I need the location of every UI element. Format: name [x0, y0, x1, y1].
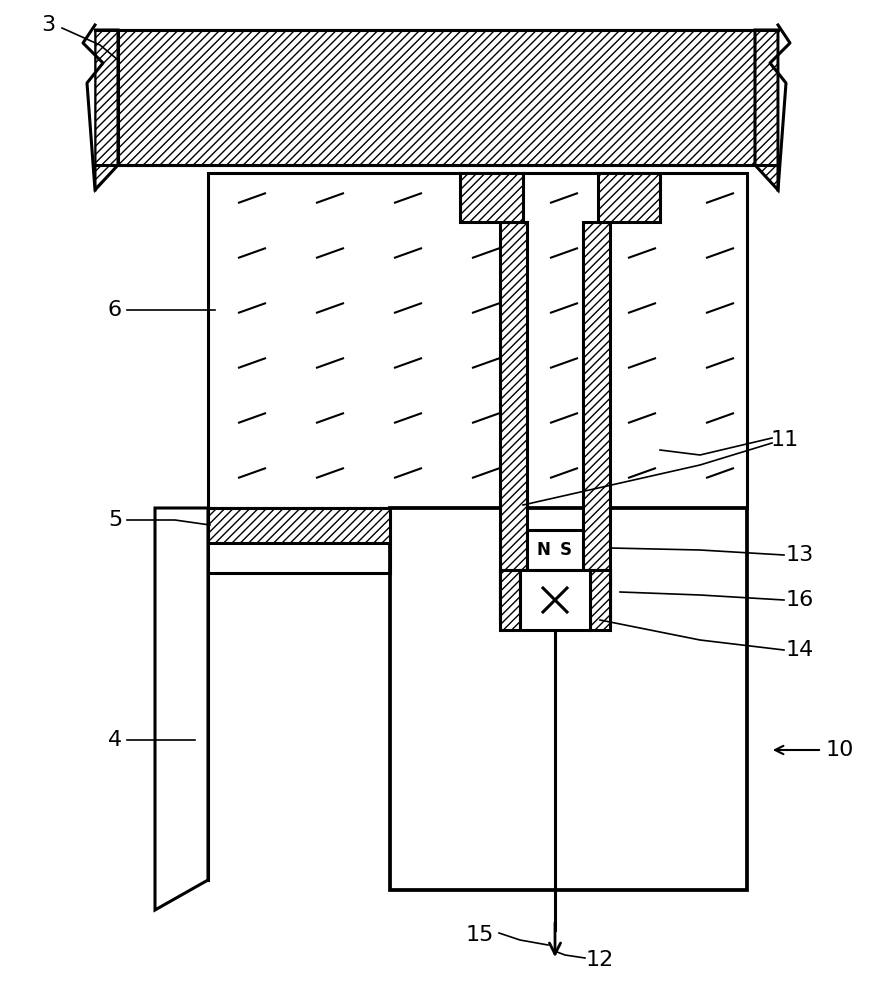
Polygon shape	[780, 0, 875, 1000]
Polygon shape	[0, 0, 93, 1000]
Text: 15: 15	[466, 925, 494, 945]
Text: 4: 4	[108, 730, 123, 750]
Bar	[118, 30, 755, 165]
Text: N: N	[537, 541, 550, 559]
Bar	[598, 173, 660, 222]
Text: 5: 5	[108, 510, 123, 530]
Text: 16: 16	[786, 590, 814, 610]
Bar	[208, 508, 390, 543]
Bar	[590, 570, 610, 630]
Bar	[527, 530, 583, 570]
Polygon shape	[155, 508, 208, 910]
Bar	[500, 570, 610, 620]
Bar	[583, 222, 610, 620]
Text: 6: 6	[108, 300, 123, 320]
Bar	[500, 222, 527, 620]
Bar	[208, 173, 747, 508]
Text: 14: 14	[786, 640, 814, 660]
Text: 10: 10	[826, 740, 854, 760]
Text: 11: 11	[771, 430, 799, 450]
Bar	[460, 173, 523, 222]
Bar	[500, 570, 520, 630]
Text: S: S	[560, 541, 572, 559]
Text: 3: 3	[41, 15, 55, 35]
Bar	[390, 508, 747, 890]
Polygon shape	[95, 30, 118, 190]
Bar	[520, 570, 590, 630]
Text: 13: 13	[786, 545, 814, 565]
Polygon shape	[755, 30, 778, 190]
Text: 12: 12	[586, 950, 614, 970]
